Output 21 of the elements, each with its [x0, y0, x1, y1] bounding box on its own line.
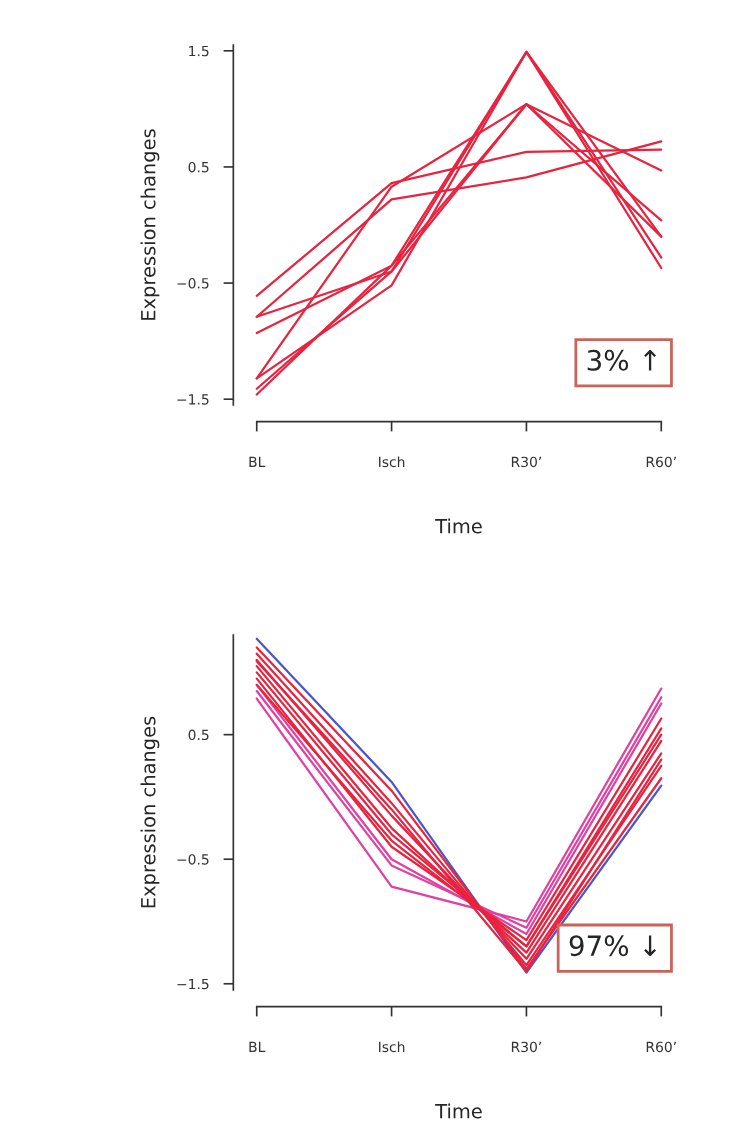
annotation: 3% ↑ [587, 349, 657, 371]
y-tick-label: −1.5 [177, 394, 209, 405]
x-tick-label: R60’ [646, 456, 676, 468]
x-tick-label: BL [249, 456, 266, 467]
x-axis-title: Time [435, 518, 482, 534]
y-tick-label: 0.5 [188, 729, 209, 741]
y-tick-label: −0.5 [177, 278, 209, 289]
x-tick-label: R30’ [511, 456, 542, 468]
x-axis-title: Time [435, 1103, 482, 1119]
y-tick-label: −0.5 [177, 854, 209, 865]
y-tick-label: 0.5 [188, 161, 209, 173]
x-tick-label: R60’ [646, 1041, 676, 1053]
annotation: 97% ↓ [569, 935, 657, 957]
y-tick-label: −1.5 [177, 978, 209, 990]
y-axis-title: Expression changes [140, 129, 160, 320]
y-axis-title: Expression changes [140, 716, 160, 908]
y-tick-label: 1.5 [189, 45, 209, 57]
x-tick-label: R30’ [511, 1041, 542, 1053]
x-tick-label: BL [249, 1041, 266, 1052]
x-tick-label: Isch [379, 456, 405, 468]
x-tick-label: Isch [379, 1041, 405, 1053]
